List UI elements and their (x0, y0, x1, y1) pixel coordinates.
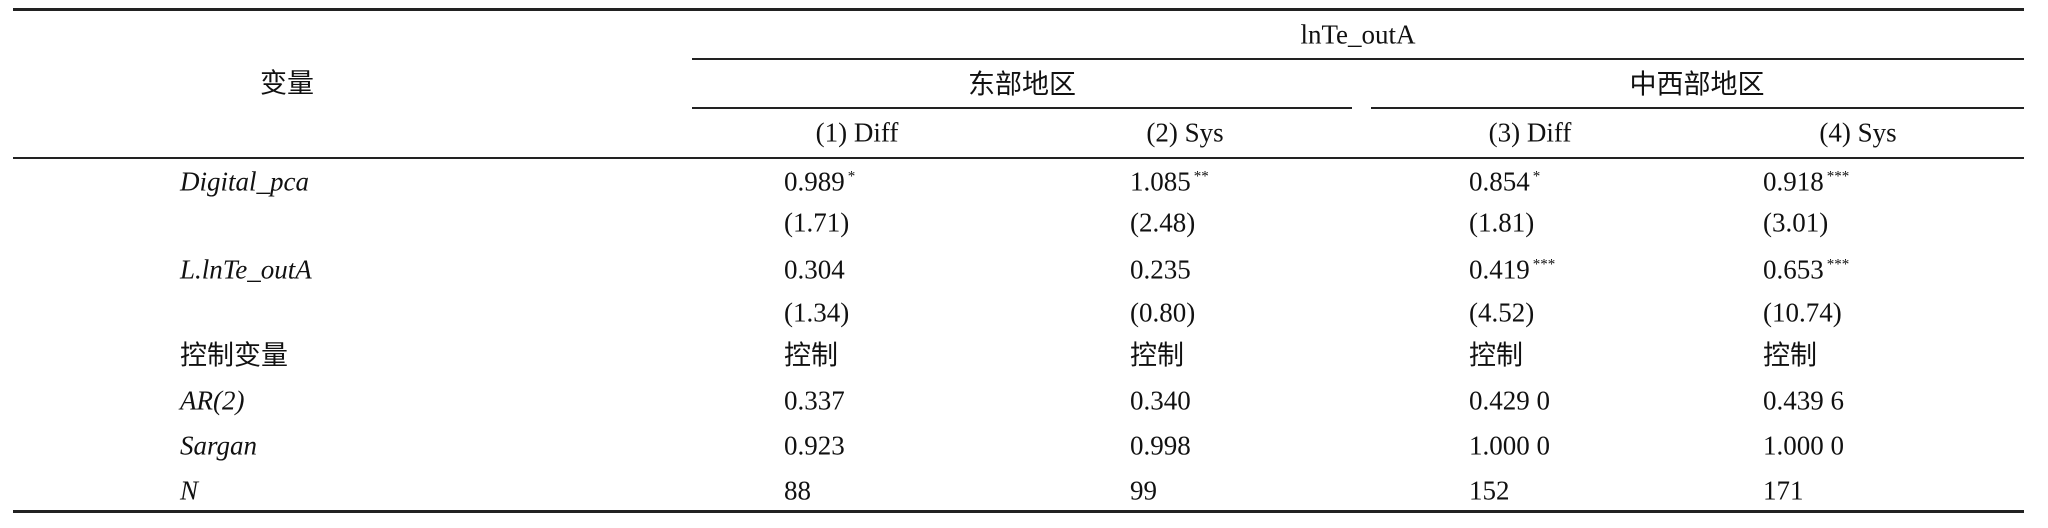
cell: 1.085 ** (1130, 166, 1209, 197)
row-label: AR(2) (180, 385, 245, 416)
cell-value: 171 (1763, 475, 1804, 506)
cell: 0.235 (1130, 254, 1191, 285)
cell-value: (1.34) (784, 297, 850, 328)
row-label: Sargan (180, 430, 258, 461)
cell-value: 0.337 (784, 385, 845, 416)
cell-value: 0.340 (1130, 385, 1191, 416)
significance-stars: * (1532, 168, 1541, 185)
cell: (0.80) (1130, 297, 1196, 328)
cell-value: 控制 (1469, 340, 1523, 371)
significance-stars: ** (1193, 168, 1209, 185)
row-label: L.lnTe_outA (180, 254, 312, 285)
row-label: Digital_pca (180, 166, 309, 197)
cell-value: 控制 (1130, 340, 1184, 371)
cell-value: 0.439 6 (1763, 385, 1844, 416)
cell: 0.439 6 (1763, 385, 1844, 416)
cell-value: 1.000 0 (1469, 430, 1550, 461)
cell: 99 (1130, 475, 1157, 506)
cell: 0.918 *** (1763, 166, 1850, 197)
cell: 1.000 0 (1469, 430, 1550, 461)
cell-value: 99 (1130, 475, 1157, 506)
cell-value: 0.653 (1763, 254, 1824, 285)
cell: (3.01) (1763, 207, 1829, 238)
cell-value: (1.81) (1469, 207, 1535, 238)
cell: 88 (784, 475, 811, 506)
top-header: lnTe_outA (1300, 19, 1416, 50)
cell-value: 控制 (1763, 340, 1817, 371)
cell-value: 0.304 (784, 254, 845, 285)
group-rule (692, 107, 1352, 109)
row-header: 变量 (260, 68, 314, 99)
cell: 0.429 0 (1469, 385, 1550, 416)
cell: 控制 (784, 340, 838, 371)
group-header: 东部地区 (968, 69, 1076, 100)
cell: 152 (1469, 475, 1510, 506)
cell-value: 0.429 0 (1469, 385, 1550, 416)
significance-stars: *** (1532, 256, 1556, 273)
bottom-rule (13, 510, 2024, 513)
cell: 0.419 *** (1469, 254, 1556, 285)
cell: 1.000 0 (1763, 430, 1844, 461)
cell-value: 0.918 (1763, 166, 1824, 197)
cell-value: 152 (1469, 475, 1510, 506)
significance-stars: * (847, 168, 856, 185)
cell-value: 0.235 (1130, 254, 1191, 285)
cell-value: (4.52) (1469, 297, 1535, 328)
cell: 0.989 * (784, 166, 856, 197)
cell-value: (1.71) (784, 207, 850, 238)
cell: 控制 (1763, 340, 1817, 371)
cell-value: 0.854 (1469, 166, 1530, 197)
cell-value: (10.74) (1763, 297, 1842, 328)
cell: (1.71) (784, 207, 850, 238)
column-header: (4) Sys (1819, 117, 1897, 148)
cell: 0.337 (784, 385, 845, 416)
significance-stars: *** (1826, 256, 1850, 273)
cell: 0.998 (1130, 430, 1191, 461)
cell: 0.923 (784, 430, 845, 461)
cell: (10.74) (1763, 297, 1842, 328)
cell: 控制 (1130, 340, 1184, 371)
cell: (1.81) (1469, 207, 1535, 238)
cell-value: (2.48) (1130, 207, 1196, 238)
cell-value: 0.989 (784, 166, 845, 197)
column-header: (1) Diff (815, 117, 899, 148)
cell-value: 1.000 0 (1763, 430, 1844, 461)
column-header: (2) Sys (1146, 117, 1224, 148)
cell: 0.854 * (1469, 166, 1541, 197)
cell: (2.48) (1130, 207, 1196, 238)
cell: 0.304 (784, 254, 845, 285)
row-label: 控制变量 (180, 340, 288, 371)
cell-value: 88 (784, 475, 811, 506)
column-header: (3) Diff (1488, 117, 1572, 148)
cell-value: (3.01) (1763, 207, 1829, 238)
cell: 0.340 (1130, 385, 1191, 416)
cell-value: 控制 (784, 340, 838, 371)
group-rule (1371, 107, 2024, 109)
cell: (1.34) (784, 297, 850, 328)
cell-value: 1.085 (1130, 166, 1191, 197)
significance-stars: *** (1826, 168, 1850, 185)
mid-rule (13, 157, 2024, 159)
cell-value: 0.419 (1469, 254, 1530, 285)
cell: 0.653 *** (1763, 254, 1850, 285)
cell-value: 0.923 (784, 430, 845, 461)
group-header: 中西部地区 (1629, 69, 1765, 100)
row-label: N (180, 475, 199, 506)
cell: (4.52) (1469, 297, 1535, 328)
cell-value: 0.998 (1130, 430, 1191, 461)
header-rule (692, 58, 2024, 60)
cell-value: (0.80) (1130, 297, 1196, 328)
cell: 控制 (1469, 340, 1523, 371)
cell: 171 (1763, 475, 1804, 506)
top-rule (13, 8, 2024, 11)
